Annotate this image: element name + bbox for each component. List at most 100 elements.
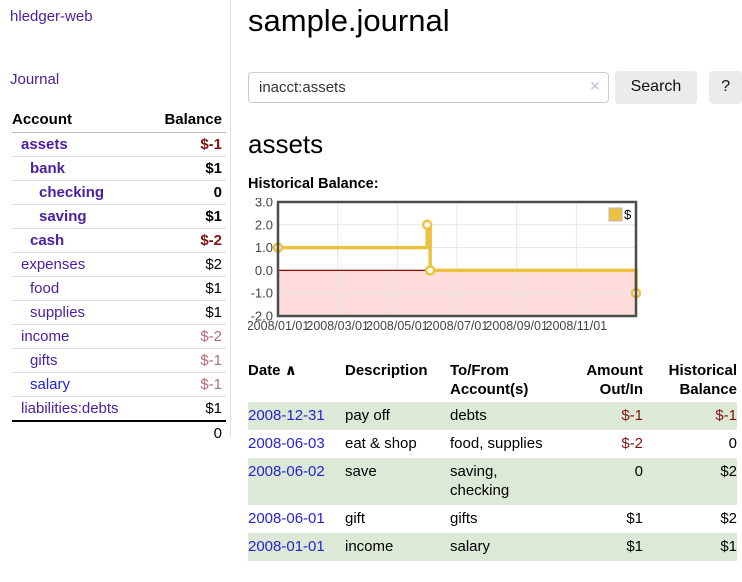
account-row: assets $-1 [12,132,226,157]
clear-search-icon[interactable]: × [590,77,600,95]
transaction-row: 2008-01-01 income salary $1 $1 [248,532,737,561]
search-input[interactable] [248,71,609,103]
transaction-accounts: salary [450,537,491,555]
header-accounts[interactable]: To/From Account(s) [450,361,529,398]
transactions-table-header: Date ∧ Description To/From Account(s) Am… [248,359,737,402]
transaction-date-link[interactable]: 2008-06-01 [248,509,325,527]
account-link-bank[interactable]: bank [30,160,66,177]
transaction-description: pay off [345,406,390,424]
x-tick-label: 2008/05/01 [366,319,429,333]
plot-border [276,200,638,317]
account-balance: 0 [147,180,226,205]
transactions-table-body: 2008-12-31 pay off debts $-1 $-1 2008-06-03 ea… [248,401,737,561]
search-button[interactable]: Search [614,70,698,104]
sidebar-item-journal[interactable]: Journal [10,71,60,88]
transaction-description: gift [345,509,366,527]
legend-label: $ [624,207,632,222]
account-link-income[interactable]: income [21,328,70,345]
search-bar: × Search ? [248,70,742,104]
account-balance: $1 [147,156,226,181]
transaction-accounts: gifts [450,509,478,527]
search-input-wrap: × [248,71,609,103]
transaction-balance: $-1 [715,406,737,424]
accounts-total-spacer [12,420,148,445]
y-tick-label: 1.0 [255,240,273,255]
account-row: income $-2 [12,324,226,349]
transaction-accounts: food, supplies [450,434,543,452]
account-name-cell: checking [12,180,148,205]
transaction-row: 2008-06-01 gift gifts $1 $2 [248,505,737,533]
legend-swatch [608,207,623,222]
transaction-date-link[interactable]: 2008-01-01 [248,537,325,555]
transaction-date-cell: 2008-12-31 [248,402,345,430]
account-row: liabilities:debts $1 [12,396,226,422]
account-link-cash[interactable]: cash [30,232,65,249]
transaction-date-link[interactable]: 2008-06-03 [248,434,325,452]
account-name-cell: liabilities:debts [12,396,148,422]
account-name-cell: salary [12,372,148,397]
transaction-balance: 0 [728,434,737,452]
header-date-label: Date [248,361,281,379]
account-name-cell: expenses [12,252,148,277]
account-row: gifts $-1 [12,348,226,373]
account-link-expenses[interactable]: expenses [21,256,86,273]
y-tick-label: -1.0 [251,285,273,300]
account-link-supplies[interactable]: supplies [30,304,86,321]
account-row: cash $-2 [12,228,226,253]
account-link-checking[interactable]: checking [39,184,105,201]
account-balance: $1 [147,204,226,229]
account-row: salary $-1 [12,372,226,397]
account-row: checking 0 [12,180,226,205]
header-date[interactable]: Date ∧ [248,359,345,402]
sort-asc-icon: ∧ [284,361,297,379]
app-brand-link[interactable]: hledger-web [10,8,93,25]
help-button[interactable]: ? [709,70,742,104]
historical-balance-chart: $3.0 2.0 1.0 0.0 -1.0 -2.02008/01/012008/03/0… [248,198,642,333]
account-link-food[interactable]: food [30,280,60,297]
account-balance: $-1 [147,348,226,373]
accounts-table: Account Balance assets $-1 bank $1 checking 0… [12,108,226,445]
accounts-table-body: assets $-1 bank $1 checking 0 saving $1 cash $-2 e… [12,132,226,422]
x-tick-label: 2008/11/01 [546,319,608,333]
account-row: saving $1 [12,204,226,229]
accounts-table-header: Account Balance [12,108,226,133]
account-link-assets[interactable]: assets [21,136,68,153]
transaction-amount: $-2 [621,434,643,452]
transaction-description: save [345,462,377,480]
account-name-cell: saving [12,204,148,229]
account-link-gifts[interactable]: gifts [30,352,58,369]
account-balance: $1 [147,300,226,325]
header-description[interactable]: Description [345,361,428,379]
account-balance: $1 [147,396,226,422]
transaction-date-link[interactable]: 2008-12-31 [248,406,325,424]
x-tick-label: 2008/07/01 [426,319,489,333]
accounts-total-row: 0 [12,420,226,445]
transaction-accounts: saving, checking [450,462,510,499]
transaction-accounts: debts [450,406,487,424]
header-balance[interactable]: Historical Balance [668,361,737,398]
account-name-cell: bank [12,156,148,181]
transaction-amount: $-1 [621,406,643,424]
transaction-date-link[interactable]: 2008-06-02 [248,462,325,480]
header-amount[interactable]: Amount Out/In [586,361,643,398]
transaction-description: eat & shop [345,434,417,452]
chart-title: Historical Balance: [248,175,379,192]
transaction-date-cell: 2008-06-02 [248,458,345,505]
transaction-amount: 0 [634,462,643,480]
account-link-liabilities-debts[interactable]: liabilities:debts [21,400,119,417]
account-link-salary[interactable]: salary [30,376,71,393]
x-tick-label: 2008/01/01 [248,319,309,333]
accounts-header-balance: Balance [147,108,226,133]
account-row: bank $1 [12,156,226,181]
transaction-balance: $1 [720,537,737,555]
transaction-description: income [345,537,394,555]
account-heading: assets [248,128,324,159]
account-row: expenses $2 [12,252,226,277]
account-name-cell: income [12,324,148,349]
account-name-cell: supplies [12,300,148,325]
account-balance: $-2 [147,324,226,349]
accounts-total-value: 0 [147,420,226,445]
y-tick-label: 0.0 [255,262,273,277]
account-link-saving[interactable]: saving [39,208,87,225]
account-row: supplies $1 [12,300,226,325]
